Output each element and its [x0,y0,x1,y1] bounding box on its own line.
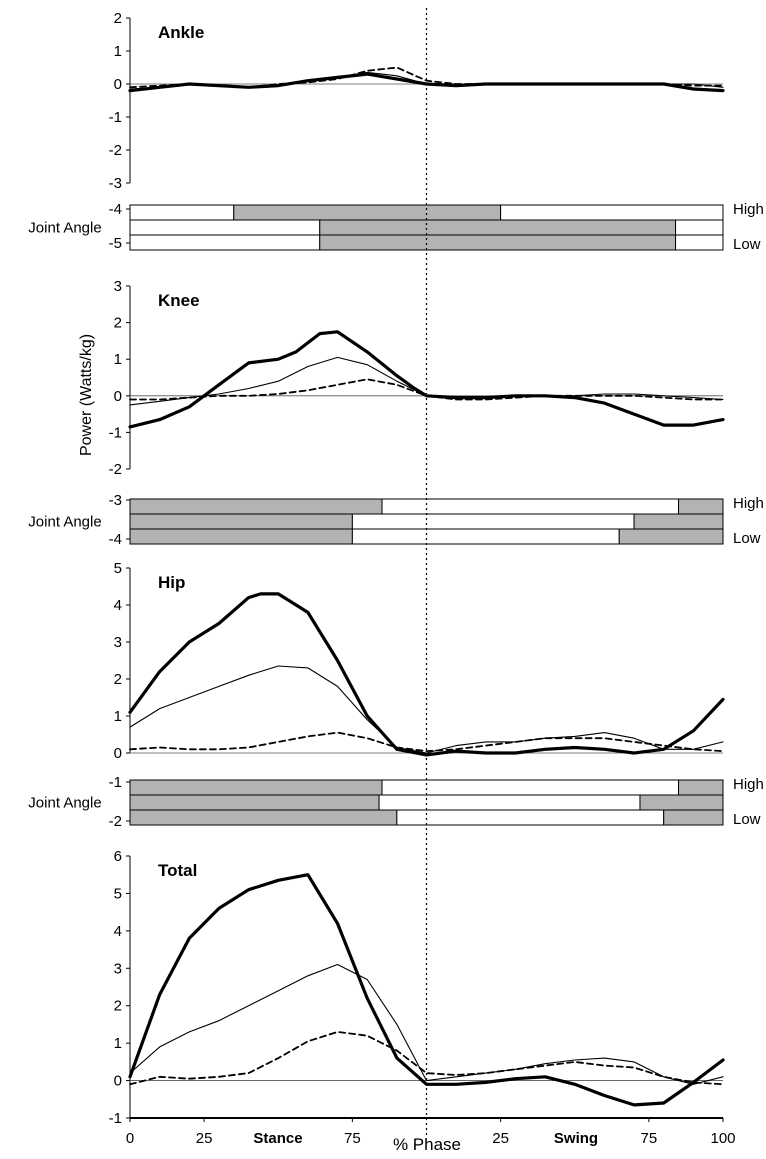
x-tick-label: 25 [196,1130,213,1147]
series-line-thin [129,963,724,1085]
joint-angle-bands [129,779,724,826]
x-tick-label: 25 [492,1130,509,1147]
y-tick-label: 1 [114,1035,122,1052]
x-tick-label: 0 [126,1130,134,1147]
band-segment [319,219,677,236]
panel-title: Ankle [158,23,204,42]
y-tick-label: 2 [114,10,122,27]
y-tick-label: 1 [114,43,122,60]
x-axis-label: % Phase [393,1135,461,1154]
y-tick-label: 0 [114,745,122,762]
y-tick-label: 0 [114,388,122,405]
y-tick-label: 5 [114,885,122,902]
band-segment [129,204,235,221]
y-tick-label: 5 [114,560,122,577]
y-tick-label: -2 [109,142,122,159]
band-low-label: Low [733,811,761,828]
band-segment [351,513,635,530]
band-high-label: High [733,201,764,218]
band-segment [129,528,353,545]
band-segment [129,779,383,796]
y-tick-label: 0 [114,1073,122,1090]
band-segment [633,513,724,530]
joint-angle-bands [129,204,724,251]
band-tick-label: -4 [109,531,122,548]
series-line-dashed [129,378,724,401]
band-low-label: Low [733,236,761,253]
y-tick-label: -3 [109,175,122,192]
y-tick-label: 3 [114,278,122,295]
band-segment [351,528,620,545]
swing-phase-label: Swing [554,1130,598,1147]
panel-title: Total [158,861,197,880]
joint-angle-label: Joint Angle [28,220,101,237]
panel-ankle: 2 1 0 -1 -2 -3 Ankle -4 -5 Joint Angle High Low [28,10,764,253]
band-high-label: High [733,495,764,512]
panel-title: Knee [158,291,200,310]
series-line-thick [128,592,725,757]
y-tick-label: -1 [109,424,122,441]
band-segment [381,498,680,515]
x-tick-label: 75 [641,1130,658,1147]
band-segment [500,204,724,221]
band-segment [129,498,383,515]
series-line-dashed [129,731,724,752]
band-segment [678,498,724,515]
panel-knee: 3 2 1 0 -1 -2 Knee -3 -4 Joint Angle High Low [28,278,764,548]
y-tick-label: 4 [114,923,122,940]
y-tick-label: -2 [109,461,122,478]
band-tick-label: -5 [109,235,122,252]
band-segment [675,219,724,236]
band-segment [378,794,641,811]
y-tick-label: 2 [114,671,122,688]
y-tick-label: 6 [114,848,122,865]
band-high-label: High [733,776,764,793]
y-tick-label: -1 [109,1110,122,1127]
series-line-dashed [129,66,724,89]
y-tick-label: 0 [114,76,122,93]
band-tick-label: -3 [109,492,122,509]
band-segment [675,234,724,251]
band-segment [233,204,502,221]
y-tick-label: -1 [109,109,122,126]
band-low-label: Low [733,530,761,547]
band-tick-label: -1 [109,774,122,791]
y-tick-label: 1 [114,351,122,368]
band-segment [129,809,398,826]
x-tick-label: 75 [344,1130,361,1147]
band-segment [129,513,353,530]
series-line-dashed [129,1031,724,1086]
joint-angle-label: Joint Angle [28,795,101,812]
y-tick-label: 4 [114,597,122,614]
band-segment [618,528,724,545]
band-segment [129,794,380,811]
band-segment [639,794,724,811]
y-axis-label: Power (Watts/kg) [78,334,95,456]
overlay: Power (Watts/kg) % Phase Stance Swing [78,8,598,1154]
x-tick-label: 100 [710,1130,735,1147]
band-segment [381,779,680,796]
panel-title: Hip [158,573,185,592]
panel-hip: 5 4 3 2 1 0 Hip -1 -2 Joint Angle High Low [28,560,764,830]
band-tick-label: -2 [109,813,122,830]
y-tick-label: 1 [114,708,122,725]
band-segment [396,809,665,826]
band-segment [129,219,321,236]
band-segment [663,809,724,826]
y-tick-label: 3 [114,960,122,977]
y-tick-label: 3 [114,634,122,651]
band-segment [678,779,724,796]
y-tick-label: 2 [114,998,122,1015]
y-tick-label: 2 [114,315,122,332]
stance-phase-label: Stance [253,1130,302,1147]
series-line-thick [128,330,725,429]
joint-angle-label: Joint Angle [28,514,101,531]
band-segment [129,234,321,251]
band-tick-label: -4 [109,201,122,218]
joint-angle-bands [129,498,724,545]
band-segment [319,234,677,251]
